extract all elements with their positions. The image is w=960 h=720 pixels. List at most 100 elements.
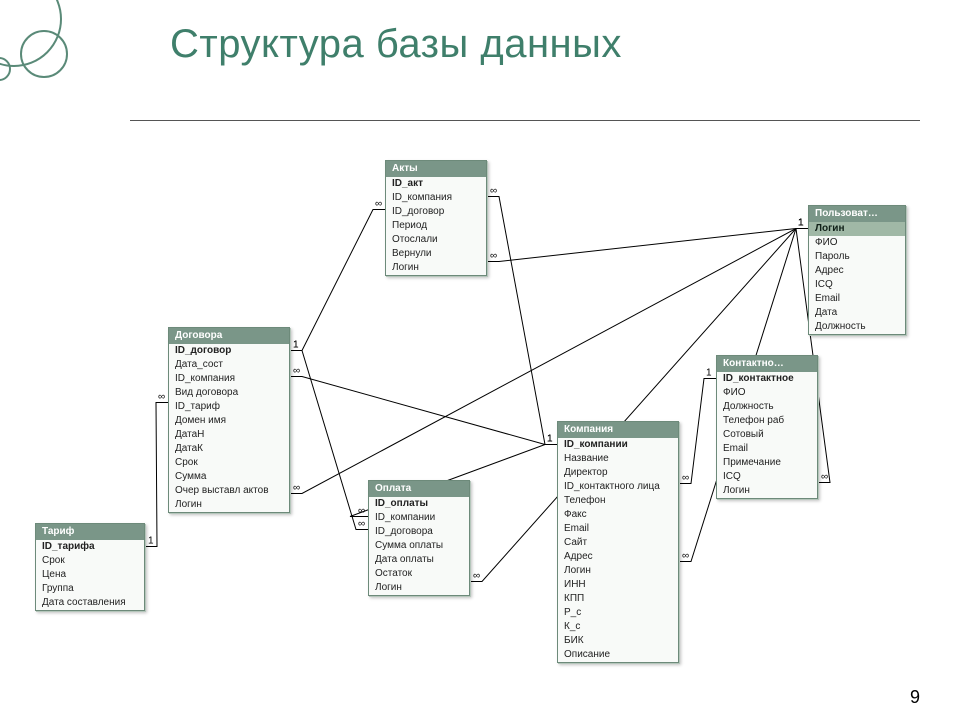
- field-user-3: Адрес: [809, 264, 905, 278]
- table-dogovor: ДоговораID_договорДата_состID_компанияВи…: [168, 327, 290, 513]
- field-user-5: Email: [809, 292, 905, 306]
- field-dogovor-8: Срок: [169, 456, 289, 470]
- field-oplata-3: Сумма оплаты: [369, 539, 469, 553]
- field-dogovor-11: Логин: [169, 498, 289, 512]
- field-company-1: Название: [558, 452, 678, 466]
- svg-text:1: 1: [547, 434, 553, 445]
- field-dogovor-7: ДатаК: [169, 442, 289, 456]
- svg-text:1: 1: [148, 536, 154, 547]
- svg-text:∞: ∞: [490, 186, 497, 197]
- slide: Структура базы данных 1∞1∞1∞∞1∞1∞1∞1∞1∞1…: [0, 0, 960, 720]
- field-user-4: ICQ: [809, 278, 905, 292]
- field-company-2: Директор: [558, 466, 678, 480]
- field-company-8: Адрес: [558, 550, 678, 564]
- field-dogovor-0: ID_договор: [169, 344, 289, 358]
- svg-text:1: 1: [706, 368, 712, 379]
- svg-text:∞: ∞: [375, 199, 382, 210]
- field-company-3: ID_контактного лица: [558, 480, 678, 494]
- table-header: Оплата: [369, 481, 469, 497]
- field-user-7: Должность: [809, 320, 905, 334]
- field-dogovor-4: ID_тариф: [169, 400, 289, 414]
- field-tarif-0: ID_тарифа: [36, 540, 144, 554]
- field-user-1: ФИО: [809, 236, 905, 250]
- field-kontakt-0: ID_контактное: [717, 372, 817, 386]
- svg-text:1: 1: [798, 218, 804, 229]
- field-tarif-2: Цена: [36, 568, 144, 582]
- field-dogovor-3: Вид договора: [169, 386, 289, 400]
- field-kontakt-7: ICQ: [717, 470, 817, 484]
- field-akty-1: ID_компания: [386, 191, 486, 205]
- field-user-0: Логин: [809, 222, 905, 236]
- field-dogovor-5: Домен имя: [169, 414, 289, 428]
- svg-text:1: 1: [798, 218, 804, 229]
- table-oplata: ОплатаID_оплатыID_компанииID_договораСум…: [368, 480, 470, 596]
- field-company-4: Телефон: [558, 494, 678, 508]
- field-dogovor-9: Сумма: [169, 470, 289, 484]
- table-company: КомпанияID_компанииНазваниеДиректорID_ко…: [557, 421, 679, 663]
- svg-text:1: 1: [798, 218, 804, 229]
- svg-text:∞: ∞: [293, 483, 300, 494]
- svg-text:1: 1: [547, 434, 553, 445]
- table-tarif: ТарифID_тарифаСрокЦенаГруппаДата составл…: [35, 523, 145, 611]
- svg-text:∞: ∞: [358, 519, 365, 530]
- table-akty: АктыID_актID_компанияID_договорПериодОто…: [385, 160, 487, 276]
- svg-text:1: 1: [293, 340, 299, 351]
- svg-text:∞: ∞: [358, 506, 365, 517]
- field-akty-5: Вернули: [386, 247, 486, 261]
- field-company-11: КПП: [558, 592, 678, 606]
- svg-text:∞: ∞: [490, 251, 497, 262]
- table-header: Контактно…: [717, 356, 817, 372]
- field-company-14: БИК: [558, 634, 678, 648]
- field-dogovor-2: ID_компания: [169, 372, 289, 386]
- field-akty-0: ID_акт: [386, 177, 486, 191]
- table-header: Договора: [169, 328, 289, 344]
- table-kontakt: Контактно…ID_контактноеФИОДолжностьТелеф…: [716, 355, 818, 499]
- table-user: Пользоват…ЛогинФИОПарольАдресICQEmailДат…: [808, 205, 906, 335]
- svg-text:1: 1: [547, 434, 553, 445]
- field-user-2: Пароль: [809, 250, 905, 264]
- field-company-12: Р_с: [558, 606, 678, 620]
- field-user-6: Дата: [809, 306, 905, 320]
- field-oplata-2: ID_договора: [369, 525, 469, 539]
- svg-text:∞: ∞: [158, 392, 165, 403]
- svg-text:∞: ∞: [682, 473, 689, 484]
- page-number: 9: [910, 687, 920, 708]
- field-akty-6: Логин: [386, 261, 486, 275]
- svg-text:∞: ∞: [473, 571, 480, 582]
- field-company-5: Факс: [558, 508, 678, 522]
- field-kontakt-2: Должность: [717, 400, 817, 414]
- svg-text:1: 1: [798, 218, 804, 229]
- field-kontakt-3: Телефон раб: [717, 414, 817, 428]
- field-oplata-1: ID_компании: [369, 511, 469, 525]
- svg-text:1: 1: [798, 218, 804, 229]
- field-company-15: Описание: [558, 648, 678, 662]
- svg-text:1: 1: [293, 340, 299, 351]
- field-dogovor-6: ДатаН: [169, 428, 289, 442]
- field-kontakt-4: Сотовый: [717, 428, 817, 442]
- field-tarif-1: Срок: [36, 554, 144, 568]
- field-company-7: Сайт: [558, 536, 678, 550]
- field-company-10: ИНН: [558, 578, 678, 592]
- field-akty-4: Отослали: [386, 233, 486, 247]
- field-oplata-4: Дата оплаты: [369, 553, 469, 567]
- table-header: Тариф: [36, 524, 144, 540]
- table-header: Пользоват…: [809, 206, 905, 222]
- table-header: Компания: [558, 422, 678, 438]
- diagram-canvas: 1∞1∞1∞∞1∞1∞1∞1∞1∞1∞1∞1∞1 ТарифID_тарифаС…: [0, 0, 960, 720]
- field-tarif-4: Дата составления: [36, 596, 144, 610]
- field-kontakt-8: Логин: [717, 484, 817, 498]
- svg-text:∞: ∞: [293, 366, 300, 377]
- table-header: Акты: [386, 161, 486, 177]
- field-akty-2: ID_договор: [386, 205, 486, 219]
- field-kontakt-6: Примечание: [717, 456, 817, 470]
- field-dogovor-1: Дата_сост: [169, 358, 289, 372]
- field-oplata-5: Остаток: [369, 567, 469, 581]
- field-tarif-3: Группа: [36, 582, 144, 596]
- field-oplata-0: ID_оплаты: [369, 497, 469, 511]
- field-kontakt-5: Email: [717, 442, 817, 456]
- field-company-9: Логин: [558, 564, 678, 578]
- field-company-13: К_с: [558, 620, 678, 634]
- field-company-0: ID_компании: [558, 438, 678, 452]
- field-company-6: Email: [558, 522, 678, 536]
- svg-text:∞: ∞: [821, 472, 828, 483]
